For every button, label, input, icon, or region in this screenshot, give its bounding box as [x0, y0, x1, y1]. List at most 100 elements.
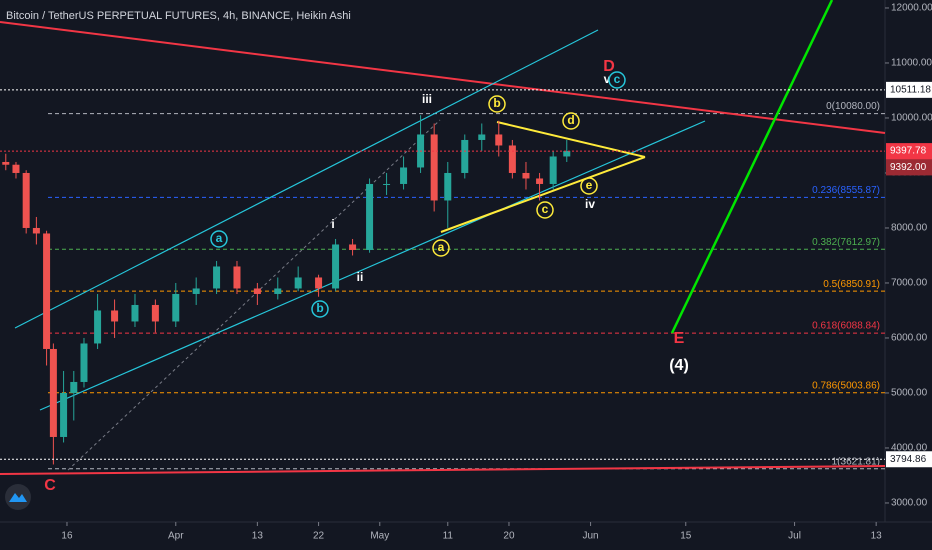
resistance-line: [0, 21, 886, 134]
candle-body: [131, 304, 139, 322]
wave-label: b: [493, 96, 500, 110]
candle-body: [349, 244, 357, 250]
price-box: [886, 81, 932, 98]
y-tick-label: 10000.00: [891, 113, 932, 124]
fib-label: 0.382(7612.97): [812, 237, 880, 248]
wave-label: d: [567, 113, 574, 127]
price-box: [886, 143, 932, 160]
wave-label: b: [316, 301, 323, 315]
candle-body: [49, 348, 57, 437]
wave-label: v: [604, 72, 611, 86]
candle-body: [294, 277, 302, 289]
logo: [5, 484, 31, 510]
wave-label: i: [331, 217, 334, 231]
price-box-label: 9397.78: [890, 146, 927, 157]
candle-body: [400, 167, 408, 184]
projection-line: [670, 0, 834, 334]
candle-body: [366, 183, 374, 250]
y-tick-label: 7000.00: [891, 278, 928, 289]
candle-body: [172, 293, 180, 322]
candle-body: [80, 343, 88, 382]
candle-body: [253, 288, 261, 294]
price-box: [886, 451, 932, 468]
candle-body: [549, 156, 557, 184]
guide-line: [67, 119, 441, 471]
fib-label: 0(10080.00): [826, 101, 880, 112]
candle-body: [192, 288, 200, 294]
price-box-label: 9392.00: [890, 162, 927, 173]
candle-body: [111, 310, 119, 322]
candle-body: [461, 139, 469, 173]
candle-body: [495, 134, 503, 146]
candle-body: [213, 266, 221, 289]
y-tick-label: 11000.00: [891, 58, 932, 69]
x-tick-label: 16: [61, 531, 73, 542]
candle-body: [12, 164, 20, 173]
candle-body: [32, 227, 40, 234]
fib-label: 0.236(8555.87): [812, 185, 880, 196]
wave-label: a: [216, 231, 223, 245]
triangle-lower: [440, 156, 646, 233]
x-tick-label: Jul: [788, 531, 801, 542]
wave-label: e: [586, 178, 593, 192]
wave-label: E: [674, 330, 685, 347]
wave-label: iv: [585, 197, 595, 211]
wave-label: iii: [422, 92, 432, 106]
wave-label: C: [44, 477, 56, 494]
wave-label: (4): [669, 357, 689, 374]
wave-circle: [432, 239, 450, 257]
candle-body: [536, 178, 544, 184]
y-tick-label: 4000.00: [891, 443, 928, 454]
x-tick-label: Apr: [168, 531, 184, 542]
wave-label: c: [542, 202, 549, 216]
x-tick-label: 20: [503, 531, 515, 542]
x-tick-label: 13: [871, 531, 883, 542]
x-tick-label: 15: [680, 531, 692, 542]
x-tick-label: 22: [313, 531, 325, 542]
candle-body: [430, 134, 438, 201]
wave-circle: [536, 201, 554, 219]
candle-body: [508, 145, 516, 173]
candle-body: [522, 172, 530, 179]
fib-label: 0.618(6088.84): [812, 321, 880, 332]
candle-body: [383, 183, 391, 185]
channel-upper: [14, 29, 599, 329]
chart-title: Bitcoin / TetherUS PERPETUAL FUTURES, 4h…: [6, 10, 351, 22]
candle-body: [43, 233, 51, 349]
wave-circle: [562, 112, 580, 130]
price-box-label: 3794.86: [890, 454, 927, 465]
candles: [2, 115, 571, 465]
wave-circle: [210, 230, 228, 248]
x-tick-label: 11: [443, 531, 454, 542]
fib-label: 0.5(6850.91): [823, 279, 880, 290]
candle-body: [60, 392, 68, 437]
wave-circle: [488, 95, 506, 113]
wave-label: ii: [357, 270, 364, 284]
wave-label: D: [603, 58, 615, 75]
y-tick-label: 6000.00: [891, 333, 928, 344]
candle-body: [233, 266, 241, 289]
wave-circle: [608, 71, 626, 89]
wave-label: a: [438, 240, 445, 254]
y-tick-label: 3000.00: [891, 498, 928, 509]
wave-circle: [580, 177, 598, 195]
y-tick-label: 8000.00: [891, 223, 928, 234]
candle-body: [444, 172, 452, 201]
x-tick-label: May: [370, 531, 389, 542]
y-tick-label: 12000.00: [891, 3, 932, 14]
support-line: [0, 465, 886, 475]
candle-body: [22, 172, 30, 228]
x-tick-label: Jun: [583, 531, 599, 542]
fib-label: 1(3621.81): [832, 456, 880, 467]
y-tick-label: 5000.00: [891, 388, 928, 399]
candle-body: [70, 381, 78, 393]
price-box: [886, 159, 932, 176]
candle-body: [563, 150, 571, 157]
candle-body: [478, 134, 486, 140]
wave-circle: [311, 300, 329, 318]
x-tick-label: 13: [252, 531, 264, 542]
candle-body: [315, 277, 323, 289]
channel-lower: [39, 120, 706, 411]
